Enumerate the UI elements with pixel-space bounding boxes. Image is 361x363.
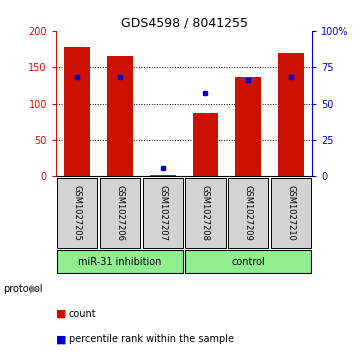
Bar bbox=[143, 178, 183, 248]
Bar bbox=[57, 178, 97, 248]
Text: miR-31 inhibition: miR-31 inhibition bbox=[78, 257, 162, 266]
Bar bbox=[65, 47, 90, 176]
Text: GSM1027208: GSM1027208 bbox=[201, 185, 210, 241]
Bar bbox=[271, 178, 311, 248]
Bar bbox=[150, 175, 175, 176]
Text: ▶: ▶ bbox=[30, 284, 38, 294]
Text: GSM1027209: GSM1027209 bbox=[244, 185, 253, 241]
Text: protocol: protocol bbox=[4, 284, 43, 294]
Text: ■: ■ bbox=[56, 334, 66, 344]
Text: ■: ■ bbox=[56, 309, 66, 319]
Text: count: count bbox=[69, 309, 96, 319]
Text: percentile rank within the sample: percentile rank within the sample bbox=[69, 334, 234, 344]
Bar bbox=[228, 178, 268, 248]
Text: GSM1027206: GSM1027206 bbox=[116, 185, 125, 241]
Bar bbox=[107, 56, 133, 176]
Text: GSM1027210: GSM1027210 bbox=[286, 185, 295, 241]
Bar bbox=[57, 250, 183, 273]
Text: control: control bbox=[231, 257, 265, 266]
Bar bbox=[278, 53, 304, 176]
Bar bbox=[186, 178, 226, 248]
Title: GDS4598 / 8041255: GDS4598 / 8041255 bbox=[121, 17, 248, 30]
Text: GSM1027205: GSM1027205 bbox=[73, 185, 82, 241]
Bar bbox=[100, 178, 140, 248]
Bar bbox=[193, 113, 218, 176]
Text: GSM1027207: GSM1027207 bbox=[158, 185, 167, 241]
Bar bbox=[186, 250, 311, 273]
Bar bbox=[235, 77, 261, 176]
